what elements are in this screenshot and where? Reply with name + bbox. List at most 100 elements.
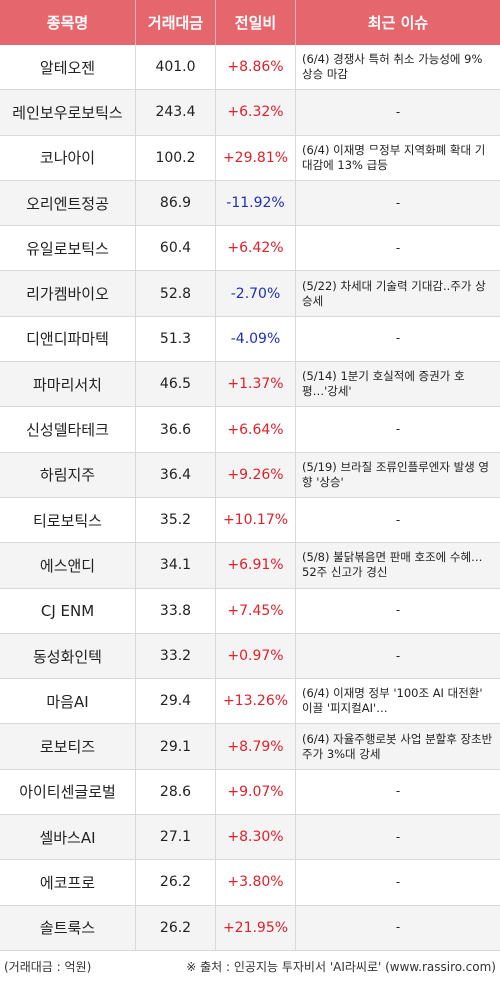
price-change: +7.45% <box>216 588 296 633</box>
table-row: 솔트룩스 26.2 +21.95% - <box>0 905 500 951</box>
table-row: 티로보틱스 35.2 +10.17% - <box>0 497 500 544</box>
stock-name: CJ ENM <box>0 588 136 633</box>
table-row: 리가켐바이오 52.8 -2.70% (5/22) 차세대 기술력 기대감..주가 상… <box>0 271 500 317</box>
table-row: 에스앤디 34.1 +6.91% (5/8) 불닭볶음면 판매 호조에 수혜…52주 … <box>0 543 500 589</box>
price-change: +6.32% <box>216 90 296 135</box>
price-change: +3.80% <box>216 860 296 905</box>
price-change: -4.09% <box>216 316 296 362</box>
stock-name: 셀바스AI <box>0 815 136 860</box>
recent-issue: - <box>395 648 401 663</box>
trade-volume: 46.5 <box>136 362 216 407</box>
price-change: +9.26% <box>216 452 296 497</box>
stock-name: 솔트룩스 <box>0 905 136 950</box>
trade-volume: 26.2 <box>136 905 216 950</box>
recent-issue: (5/8) 불닭볶음면 판매 호조에 수혜…52주 신고가 경신 <box>302 550 483 580</box>
price-change: +0.97% <box>216 633 296 679</box>
trade-volume: 36.4 <box>136 452 216 497</box>
stock-name: 동성화인텍 <box>0 633 136 679</box>
footer: (거래대금 : 억원) ※ 출처 : 인공지능 투자비서 'AI라씨로' (ww… <box>0 951 500 981</box>
recent-issue: - <box>395 784 401 799</box>
recent-issue: (6/4) 이재명 ᄆ정부 지역화폐 확대 기대감에 13% 급등 <box>302 142 486 172</box>
trade-volume: 33.8 <box>136 588 216 633</box>
price-change: -11.92% <box>216 180 296 226</box>
recent-issue: - <box>395 240 401 255</box>
table-row: 레인보우로보틱스 243.4 +6.32% - <box>0 90 500 136</box>
price-change: +13.26% <box>216 679 296 724</box>
trade-volume: 86.9 <box>136 180 216 226</box>
table-header: 종목명 거래대금 전일비 최근 이슈 <box>0 0 500 45</box>
recent-issue: - <box>395 603 401 618</box>
recent-issue: - <box>395 331 401 346</box>
recent-issue: - <box>395 195 401 210</box>
price-change: +21.95% <box>216 905 296 950</box>
recent-issue: - <box>395 920 401 935</box>
recent-issue: - <box>395 104 401 119</box>
table-row: 마음AI 29.4 +13.26% (6/4) 이재명 정부 '100조 AI 대전환… <box>0 679 500 725</box>
price-change: +6.91% <box>216 543 296 588</box>
table-row: 유일로보틱스 60.4 +6.42% - <box>0 226 500 272</box>
price-change: -2.70% <box>216 271 296 316</box>
stock-name: 에코프로 <box>0 860 136 905</box>
trade-volume: 29.4 <box>136 679 216 724</box>
table-row: 동성화인텍 33.2 +0.97% - <box>0 633 500 680</box>
table-row: 로보티즈 29.1 +8.79% (6/4) 자율주행로봇 사업 분할후 장초반 주가… <box>0 724 500 770</box>
stock-name: 신성델타테크 <box>0 407 136 452</box>
price-change: +6.42% <box>216 226 296 271</box>
recent-issue: - <box>395 512 401 527</box>
stock-name: 유일로보틱스 <box>0 226 136 271</box>
trade-volume: 33.2 <box>136 633 216 679</box>
stock-name: 리가켐바이오 <box>0 271 136 316</box>
price-change: +10.17% <box>216 497 296 543</box>
trade-volume: 401.0 <box>136 45 216 90</box>
stock-name: 디앤디파마텍 <box>0 316 136 362</box>
trade-volume: 35.2 <box>136 497 216 543</box>
table-row: 오리엔트정공 86.9 -11.92% - <box>0 180 500 227</box>
table-row: 코나아이 100.2 +29.81% (6/4) 이재명 ᄆ정부 지역화폐 확대 기대… <box>0 135 500 181</box>
trade-volume: 51.3 <box>136 316 216 362</box>
source-note: ※ 출처 : 인공지능 투자비서 'AI라씨로' (www.rassiro.co… <box>186 959 496 974</box>
recent-issue: (5/19) 브라질 조류인플루엔자 발생 영향 '상승' <box>302 459 489 489</box>
unit-note: (거래대금 : 억원) <box>4 959 92 974</box>
trade-volume: 52.8 <box>136 271 216 316</box>
trade-volume: 36.6 <box>136 407 216 452</box>
table-row: 파마리서치 46.5 +1.37% (5/14) 1분기 호실적에 증권가 호평…'강… <box>0 362 500 408</box>
trade-volume: 29.1 <box>136 724 216 769</box>
stock-name: 코나아이 <box>0 135 136 180</box>
trade-volume: 28.6 <box>136 769 216 815</box>
trade-volume: 243.4 <box>136 90 216 135</box>
recent-issue: - <box>395 829 401 844</box>
stock-name: 하림지주 <box>0 452 136 497</box>
table-row: CJ ENM 33.8 +7.45% - <box>0 588 500 634</box>
table-row: 아이티센글로벌 28.6 +9.07% - <box>0 769 500 816</box>
recent-issue: (6/4) 이재명 정부 '100조 AI 대전환' 이끌 '피지컬AI'… <box>302 686 483 716</box>
table-row: 셀바스AI 27.1 +8.30% - <box>0 815 500 861</box>
trade-volume: 34.1 <box>136 543 216 588</box>
recent-issue: - <box>395 422 401 437</box>
stock-name: 알테오젠 <box>0 45 136 90</box>
table-body: 알테오젠 401.0 +8.86% (6/4) 경쟁사 특허 취소 가능성에 9% 상… <box>0 45 500 951</box>
recent-issue: (5/14) 1분기 호실적에 증권가 호평…'강세' <box>302 369 465 399</box>
header-volume: 거래대금 <box>136 0 216 45</box>
recent-issue: (6/4) 자율주행로봇 사업 분할후 장초반 주가 3%대 강세 <box>302 731 493 761</box>
recent-issue: - <box>395 874 401 889</box>
stock-table: 종목명 거래대금 전일비 최근 이슈 <box>0 0 500 45</box>
header-issue: 최근 이슈 <box>367 14 429 32</box>
stock-name: 마음AI <box>0 679 136 724</box>
trade-volume: 100.2 <box>136 135 216 180</box>
price-change: +8.30% <box>216 815 296 860</box>
price-change: +9.07% <box>216 769 296 815</box>
trade-volume: 60.4 <box>136 226 216 271</box>
recent-issue: (5/22) 차세대 기술력 기대감..주가 상승세 <box>302 278 486 308</box>
recent-issue: (6/4) 경쟁사 특허 취소 가능성에 9% 상승 마감 <box>302 52 483 82</box>
table-row: 알테오젠 401.0 +8.86% (6/4) 경쟁사 특허 취소 가능성에 9% 상… <box>0 45 500 91</box>
price-change: +29.81% <box>216 135 296 180</box>
trade-volume: 27.1 <box>136 815 216 860</box>
stock-name: 파마리서치 <box>0 362 136 407</box>
table-row: 디앤디파마텍 51.3 -4.09% - <box>0 316 500 363</box>
stock-name: 레인보우로보틱스 <box>0 90 136 135</box>
price-change: +8.86% <box>216 45 296 90</box>
stock-name: 로보티즈 <box>0 724 136 769</box>
price-change: +8.79% <box>216 724 296 769</box>
stock-name: 티로보틱스 <box>0 497 136 543</box>
price-change: +1.37% <box>216 362 296 407</box>
